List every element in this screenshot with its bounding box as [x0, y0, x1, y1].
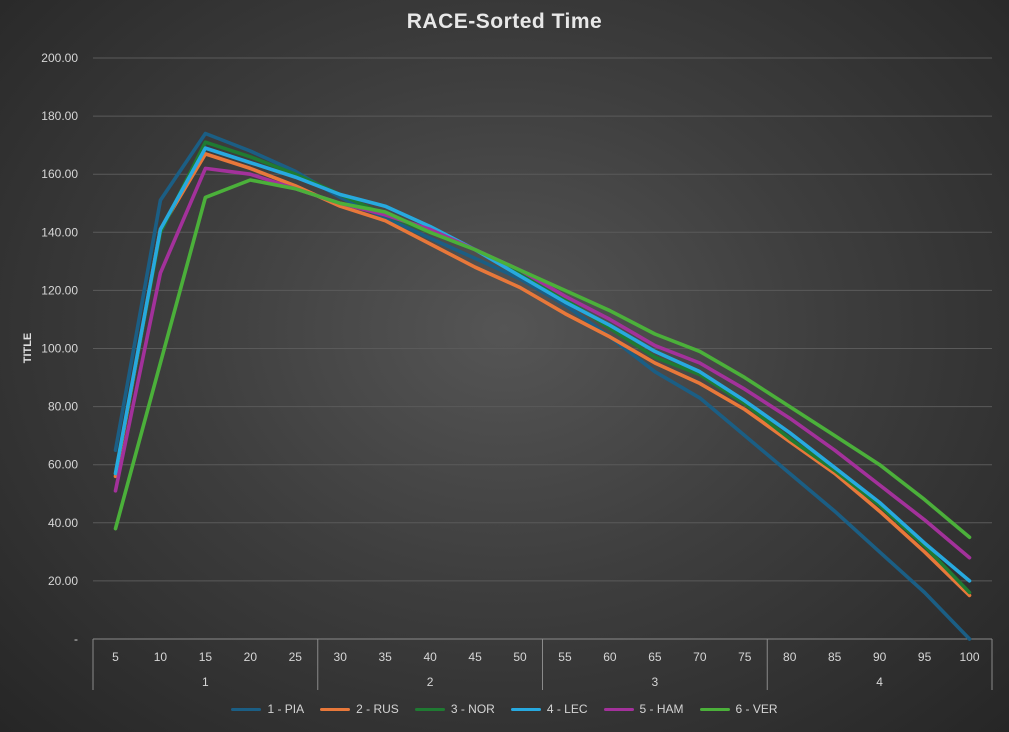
- x-tick-label: 5: [112, 650, 119, 664]
- legend-label: 4 - LEC: [546, 702, 588, 716]
- y-tick-label: 40.00: [48, 516, 78, 530]
- x-tick-label: 90: [873, 650, 887, 664]
- x-tick-label: 20: [244, 650, 258, 664]
- y-tick-label: 200.00: [41, 51, 78, 65]
- x-tick-label: 15: [199, 650, 213, 664]
- y-tick-label: 140.00: [41, 225, 78, 239]
- x-tick-label: 30: [334, 650, 348, 664]
- y-tick-label: 180.00: [41, 109, 78, 123]
- y-tick-label: 60.00: [48, 458, 78, 472]
- legend-swatch: [231, 707, 262, 711]
- y-tick-label: 80.00: [48, 400, 78, 414]
- x-group-label: 1: [202, 675, 209, 689]
- legend-item: 1 - PIA: [231, 702, 304, 716]
- series-line-2: [113, 152, 972, 598]
- x-tick-label: 60: [603, 650, 617, 664]
- x-tick-label: 45: [468, 650, 482, 664]
- series-line-1: [113, 131, 972, 641]
- x-tick-label: 25: [289, 650, 303, 664]
- legend-label: 5 - HAM: [639, 702, 684, 716]
- x-group-label: 3: [652, 675, 659, 689]
- x-tick-label: 65: [648, 650, 662, 664]
- y-tick-label: -: [74, 632, 78, 646]
- legend-item: 4 - LEC: [510, 702, 588, 716]
- x-tick-label: 85: [828, 650, 842, 664]
- legend-swatch: [320, 707, 351, 711]
- legend-item: 3 - NOR: [414, 702, 495, 716]
- x-tick-label: 75: [738, 650, 752, 664]
- legend-label: 6 - VER: [735, 702, 778, 716]
- chart-legend: 1 - PIA 2 - RUS 3 - NOR 4 - LEC 5 - HAM 6 - V…: [0, 702, 1009, 716]
- legend-swatch: [699, 707, 730, 711]
- x-group-label: 2: [427, 675, 434, 689]
- series-line-5: [113, 166, 972, 560]
- x-tick-label: 80: [783, 650, 797, 664]
- legend-item: 6 - VER: [699, 702, 778, 716]
- x-tick-label: 70: [693, 650, 707, 664]
- legend-label: 3 - NOR: [450, 702, 495, 716]
- x-tick-label: 95: [918, 650, 932, 664]
- series-line-4: [113, 146, 972, 583]
- x-tick-label: 55: [558, 650, 572, 664]
- x-tick-label: 10: [154, 650, 168, 664]
- x-tick-label: 40: [423, 650, 437, 664]
- series-line-6: [113, 178, 972, 540]
- y-tick-label: 100.00: [41, 342, 78, 356]
- y-tick-label: 120.00: [41, 283, 78, 297]
- series-line-3: [113, 140, 972, 595]
- x-tick-label: 100: [960, 650, 980, 664]
- chart-title: RACE-Sorted Time: [406, 10, 603, 33]
- legend-swatch: [414, 707, 445, 711]
- x-group-label: 4: [876, 675, 883, 689]
- legend-item: 5 - HAM: [603, 702, 684, 716]
- legend-item: 2 - RUS: [320, 702, 399, 716]
- legend-label: 2 - RUS: [356, 702, 399, 716]
- legend-label: 1 - PIA: [267, 702, 305, 716]
- legend-swatch: [510, 707, 541, 711]
- x-tick-label: 35: [378, 650, 392, 664]
- y-tick-label: 160.00: [41, 167, 78, 181]
- y-tick-label: 20.00: [48, 574, 78, 588]
- legend-swatch: [603, 707, 634, 711]
- x-tick-label: 50: [513, 650, 527, 664]
